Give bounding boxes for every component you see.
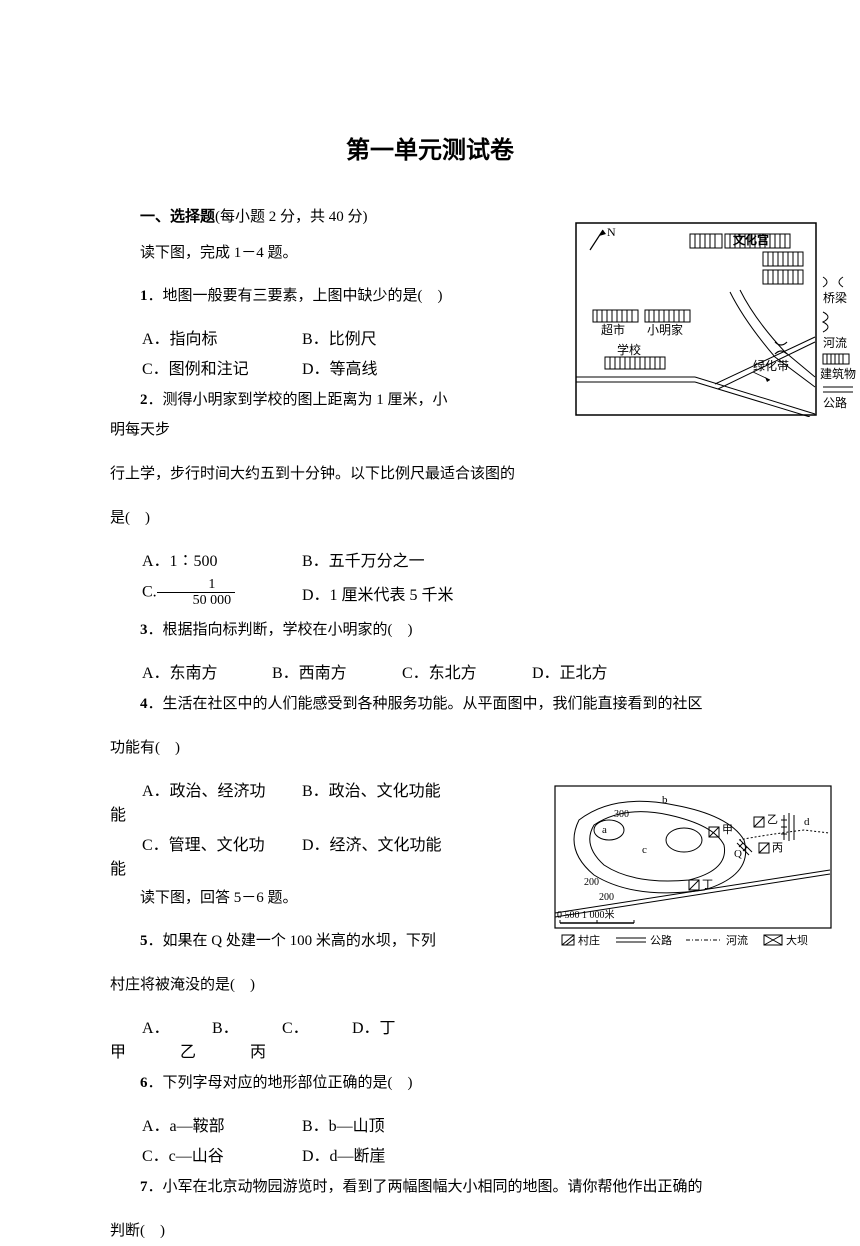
fig2-scale: 0 500 1 000米: [557, 908, 615, 921]
q2-line3: 是( ): [110, 503, 750, 533]
q2-optD: D．1 厘米代表 5 千米: [270, 581, 454, 605]
q2-options-row1: A．1∶500 B．五千万分之一: [110, 547, 750, 571]
q2-options-row2: C.150 000 D．1 厘米代表 5 千米: [110, 577, 750, 609]
q7-text1: ．小军在北京动物园游览时，看到了两幅图幅大小相同的地图。请你帮他作出正确的: [148, 1179, 703, 1195]
q4-optC: C．管理、文化功能: [110, 831, 270, 879]
question-7: 7．小军在北京动物园游览时，看到了两幅图幅大小相同的地图。请你帮他作出正确的: [110, 1172, 750, 1202]
q5-num: 5: [140, 933, 148, 949]
q3-options: A．东南方 B．西南方 C．东北方 D．正北方: [110, 659, 750, 683]
q1-optD: D．等高线: [270, 355, 378, 379]
q6-text: ．下列字母对应的地形部位正确的是( ): [148, 1075, 413, 1091]
fig2-200a: 200: [584, 877, 599, 888]
q2-optC-frac: 150 000: [157, 577, 236, 609]
figure-1-map: N 文化宫 超市 小明家 学校 绿化带 桥梁: [575, 222, 860, 417]
q2-optC-prefix: C.: [142, 584, 157, 601]
fig2-Q: Q: [734, 848, 742, 860]
fig1-building-label: 建筑物: [820, 366, 856, 381]
section-bold: 一、选择题: [140, 209, 215, 225]
fig2-leg-river: 河流: [726, 933, 748, 947]
fig2-a: a: [602, 824, 607, 836]
section-rest: (每小题 2 分，共 40 分): [215, 209, 368, 225]
q3-optD: D．正北方: [500, 659, 608, 683]
question-4: 4．生活在社区中的人们能感受到各种服务功能。从平面图中，我们能直接看到的社区: [110, 689, 750, 719]
fig2-d: d: [804, 816, 810, 828]
q6-options-row1: A．a—鞍部 B．b—山顶: [110, 1112, 750, 1136]
q4-optA: A．政治、经济功能: [110, 777, 270, 825]
page-title: 第一单元测试卷: [110, 130, 750, 165]
q5-optC: C．丙: [250, 1014, 320, 1062]
q5-optB: B．乙: [180, 1014, 250, 1062]
q1-options-row1: A．指向标 B．比例尺: [110, 325, 450, 349]
fig1-greenbelt-label: 绿化带: [753, 358, 789, 373]
q1-text: ．地图一般要有三要素，上图中缺少的是( ): [148, 288, 443, 304]
q1-options-row2: C．图例和注记 D．等高线: [110, 355, 450, 379]
q4-optD: D．经济、文化功能: [270, 831, 442, 879]
fig1-river-label: 河流: [823, 336, 847, 350]
fig2-yi: 乙: [767, 813, 778, 826]
q5-text1: ．如果在 Q 处建一个 100 米高的水坝，下列: [148, 933, 436, 949]
q2-num: 2: [140, 392, 148, 408]
fig2-c: c: [642, 844, 647, 856]
q3-text: ．根据指向标判断，学校在小明家的( ): [148, 622, 413, 638]
q3-num: 3: [140, 622, 148, 638]
q6-optA: A．a—鞍部: [110, 1112, 270, 1136]
fig2-300: 300: [614, 809, 629, 820]
q6-optC: C．c—山谷: [110, 1142, 270, 1166]
figure-2-contour: a b c d 300 200 200 甲 乙 丙 丁 Q 0 500 1 00…: [554, 785, 832, 950]
question-6: 6．下列字母对应的地形部位正确的是( ): [110, 1068, 750, 1098]
q6-num: 6: [140, 1075, 148, 1091]
q6-options-row2: C．c—山谷 D．d—断崖: [110, 1142, 750, 1166]
q5-optD: D．丁: [320, 1014, 396, 1062]
fig1-supermarket-label: 超市: [601, 322, 625, 337]
fig1-road-label: 公路: [823, 395, 847, 410]
fig2-jia: 甲: [722, 824, 733, 836]
fig1-bridge-label: 桥梁: [823, 290, 847, 305]
question-1: 1．地图一般要有三要素，上图中缺少的是( ): [110, 281, 450, 311]
q3-optC: C．东北方: [370, 659, 500, 683]
q5-optA: A．甲: [110, 1014, 180, 1062]
fig2-ding: 丁: [702, 879, 713, 891]
q6-optB: B．b—山顶: [270, 1112, 385, 1136]
fig2-leg-road: 公路: [650, 934, 672, 947]
q2-text1: ．测得小明家到学校的图上距离为 1 厘米，小明每天步: [110, 392, 448, 438]
q7-num: 7: [140, 1179, 148, 1195]
q1-optA: A．指向标: [110, 325, 270, 349]
q2-line2: 行上学，步行时间大约五到十分钟。以下比例尺最适合该图的: [110, 459, 750, 489]
q2-frac-den: 50 000: [157, 593, 236, 608]
q7-line2: 判断( ): [110, 1216, 750, 1246]
q2-optB: B．五千万分之一: [270, 547, 425, 571]
fig2-bing: 丙: [772, 842, 783, 854]
q4-text1: ．生活在社区中的人们能感受到各种服务功能。从平面图中，我们能直接看到的社区: [148, 696, 703, 712]
q2-optA: A．1∶500: [110, 547, 270, 571]
q6-optD: D．d—断崖: [270, 1142, 386, 1166]
fig2-leg-dam: 大坝: [786, 933, 808, 947]
q5-line2: 村庄将被淹没的是( ): [110, 970, 450, 1000]
fig1-supermarket: [593, 310, 638, 322]
fig1-culture-label: 文化宫: [733, 232, 769, 247]
fig1-school: [605, 357, 665, 369]
question-5: 5．如果在 Q 处建一个 100 米高的水坝，下列: [110, 926, 450, 956]
question-3: 3．根据指向标判断，学校在小明家的( ): [110, 615, 750, 645]
fig1-north: N: [607, 225, 616, 239]
q1-num: 1: [140, 288, 148, 304]
fig1-xiaoming-home: [645, 310, 690, 322]
q3-optB: B．西南方: [240, 659, 370, 683]
fig2-legend: 村庄 公路 河流 大坝: [562, 933, 808, 947]
q2-optC: C.150 000: [110, 577, 270, 609]
q1-optB: B．比例尺: [270, 325, 377, 349]
q4-optB: B．政治、文化功能: [270, 777, 441, 825]
q4-line2: 功能有( ): [110, 733, 750, 763]
q5-options: A．甲 B．乙 C．丙 D．丁: [110, 1014, 450, 1062]
fig1-xiaoming-label: 小明家: [647, 322, 683, 337]
question-2: 2．测得小明家到学校的图上距离为 1 厘米，小明每天步: [110, 385, 450, 445]
q4-num: 4: [140, 696, 148, 712]
q3-optA: A．东南方: [110, 659, 240, 683]
fig2-200b: 200: [599, 892, 614, 903]
q1-optC: C．图例和注记: [110, 355, 270, 379]
fig1-school-label: 学校: [617, 342, 641, 357]
fig2-b: b: [662, 794, 668, 806]
q2-frac-num: 1: [157, 577, 236, 593]
fig2-leg-village: 村庄: [578, 933, 600, 947]
